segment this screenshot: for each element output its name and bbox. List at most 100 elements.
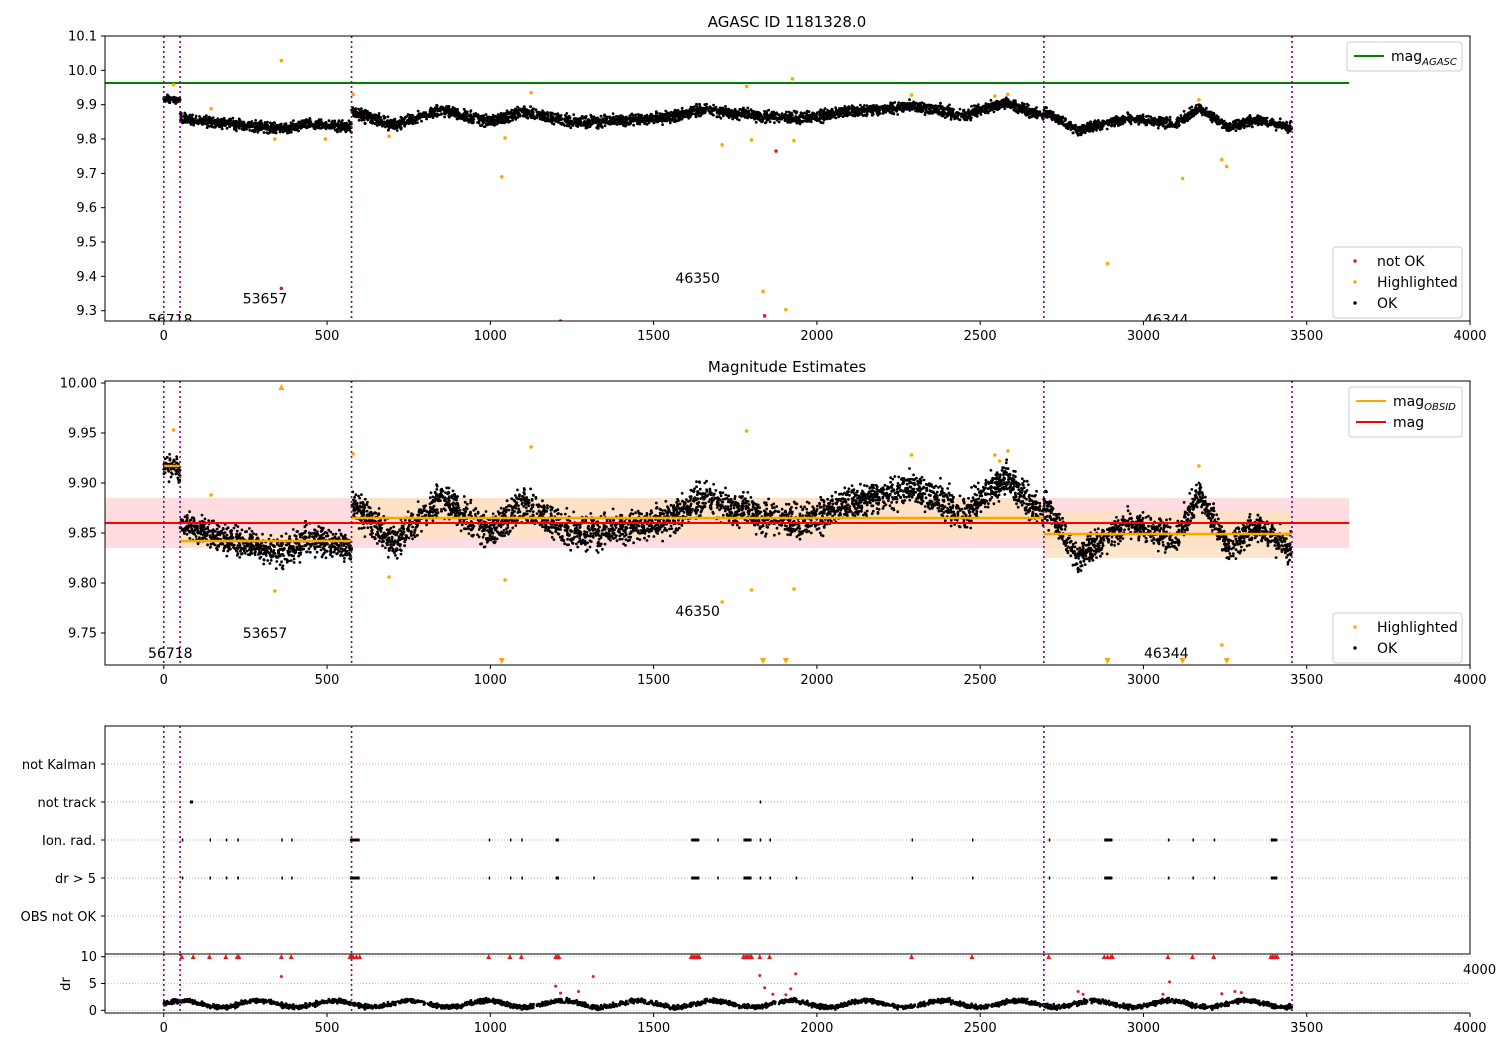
- ok-point: [357, 107, 360, 111]
- ok-point: [948, 103, 951, 107]
- ok-point: [1188, 106, 1192, 110]
- ok-point: [493, 118, 496, 122]
- ok-point: [908, 108, 911, 111]
- ok-point: [634, 116, 638, 120]
- ok-point: [822, 111, 825, 115]
- ok-point: [210, 124, 213, 128]
- ok-point: [553, 117, 557, 121]
- ok-point: [220, 127, 224, 131]
- ok-point: [977, 108, 981, 112]
- ok-point: [826, 108, 829, 112]
- ok-point: [203, 122, 207, 126]
- ok-point: [742, 114, 746, 117]
- ok-point: [704, 110, 707, 113]
- ok-point: [178, 98, 182, 102]
- ok-point: [1162, 118, 1166, 121]
- ok-point: [767, 117, 771, 121]
- ok-point: [582, 115, 586, 119]
- ok-point: [969, 118, 973, 122]
- ok-point: [900, 101, 903, 105]
- ok-point: [756, 113, 759, 117]
- ok-point: [235, 129, 238, 133]
- ok-point: [512, 116, 515, 119]
- ok-point: [433, 113, 437, 116]
- ok-point: [741, 107, 744, 111]
- ok-point: [167, 95, 171, 99]
- ok-point: [275, 123, 279, 127]
- ok-point: [787, 110, 791, 114]
- ok-point: [859, 103, 862, 107]
- ok-point: [522, 108, 526, 112]
- ok-point: [546, 111, 549, 114]
- ok-point: [989, 98, 993, 102]
- ok-point: [168, 98, 172, 102]
- ok-point: [1265, 116, 1269, 120]
- ok-point: [818, 117, 821, 120]
- ok-point: [937, 112, 941, 116]
- ok-point: [728, 114, 732, 117]
- ok-point: [968, 113, 971, 117]
- ok-point: [863, 107, 866, 110]
- ok-point: [748, 112, 751, 116]
- ok-point: [753, 117, 757, 121]
- ok-point: [789, 114, 793, 118]
- ok-point: [805, 112, 809, 115]
- ok-point: [904, 105, 907, 108]
- ok-point: [750, 116, 753, 119]
- ok-point: [304, 118, 308, 121]
- ok-point: [254, 122, 257, 125]
- ok-point: [568, 116, 572, 120]
- ok-point: [386, 128, 390, 132]
- ok-point: [1149, 121, 1152, 125]
- ok-point: [1105, 127, 1109, 131]
- ok-point: [611, 112, 615, 115]
- ok-point: [724, 110, 727, 113]
- ok-point: [1085, 129, 1089, 133]
- ok-point: [636, 122, 639, 126]
- ok-point: [591, 117, 594, 121]
- ok-point: [893, 101, 897, 104]
- ok-point: [1003, 103, 1007, 107]
- ok-point: [764, 117, 768, 120]
- ok-point: [1013, 104, 1016, 108]
- ok-point: [601, 126, 604, 129]
- ok-point: [462, 113, 466, 117]
- ok-point: [837, 109, 841, 113]
- ok-point: [767, 108, 770, 112]
- ok-point: [697, 109, 701, 113]
- ok-point: [592, 115, 596, 119]
- ok-point: [188, 113, 192, 117]
- ok-point: [871, 111, 875, 114]
- ok-point: [526, 109, 529, 113]
- ok-point: [735, 116, 739, 120]
- ok-point: [1027, 112, 1031, 116]
- ok-point: [755, 116, 759, 119]
- ok-point: [512, 109, 516, 113]
- ok-point: [765, 110, 768, 114]
- ok-point: [431, 116, 435, 119]
- ok-point: [279, 127, 282, 131]
- ok-point: [256, 130, 260, 134]
- ok-point: [761, 117, 765, 121]
- ok-point: [729, 112, 733, 115]
- ok-point: [785, 118, 788, 121]
- ok-point: [523, 105, 526, 109]
- ok-point: [266, 132, 270, 135]
- ok-point: [571, 124, 575, 127]
- ok-point: [1285, 120, 1288, 124]
- ok-point: [883, 104, 887, 107]
- ok-point: [1201, 113, 1204, 117]
- ok-point: [220, 117, 224, 121]
- ok-point: [471, 121, 474, 125]
- ok-point: [1147, 114, 1150, 118]
- ok-point: [716, 111, 720, 114]
- ok-point: [540, 117, 544, 121]
- ok-point: [437, 113, 441, 117]
- ok-point: [401, 120, 404, 123]
- ok-point: [773, 121, 776, 124]
- ok-point: [658, 118, 662, 122]
- ok-point: [721, 112, 725, 116]
- ok-point: [660, 120, 664, 123]
- ok-point: [347, 119, 351, 123]
- ok-point: [1006, 105, 1009, 109]
